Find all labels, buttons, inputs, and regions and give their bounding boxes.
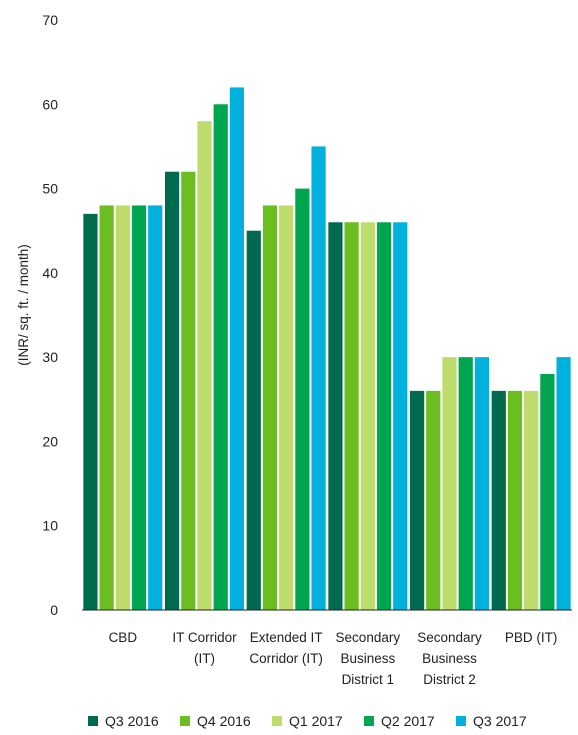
- bar: [99, 205, 114, 610]
- bar: [115, 205, 130, 610]
- y-tick-label: 0: [50, 602, 58, 618]
- legend-swatch: [456, 716, 466, 726]
- x-category-label: Secondary Business District 2: [417, 630, 482, 687]
- bar: [83, 213, 98, 610]
- bar: [311, 146, 326, 610]
- bar: [426, 390, 441, 610]
- bar: [262, 205, 278, 610]
- bar: [524, 390, 539, 610]
- bar: [165, 171, 180, 610]
- x-category-label: Extended IT Corridor (IT): [249, 630, 323, 666]
- y-axis: 0 10 20 30 40 50 60 70: [42, 12, 58, 618]
- bar: [442, 357, 457, 610]
- x-category-label: IT Corridor (IT): [172, 630, 237, 666]
- bars: [83, 87, 571, 611]
- x-axis: CBD IT Corridor (IT) Extended IT Corridor (I…: [109, 630, 558, 687]
- bar: [393, 222, 408, 611]
- y-tick-label: 10: [42, 518, 58, 534]
- bar: [197, 121, 212, 611]
- x-category-label: Secondary Business District 1: [336, 630, 401, 687]
- bar: [540, 374, 555, 610]
- legend-swatch: [272, 716, 282, 726]
- y-tick-label: 40: [42, 265, 58, 281]
- bar: [344, 222, 359, 611]
- bar: [556, 357, 571, 610]
- bar: [328, 222, 343, 611]
- bar: [376, 222, 392, 611]
- legend-label: Q1 2017: [289, 713, 343, 729]
- bar: [295, 188, 310, 611]
- bar: [148, 205, 163, 610]
- bar: [360, 222, 375, 611]
- y-tick-label: 50: [42, 181, 58, 197]
- legend-swatch: [180, 716, 190, 726]
- y-axis-label: (INR/ sq. ft. / month): [16, 244, 31, 366]
- bar: [131, 205, 147, 610]
- bar: [181, 171, 196, 610]
- bar: [213, 104, 228, 611]
- bar: [491, 390, 506, 610]
- bar: [246, 230, 261, 610]
- y-tick-label: 60: [42, 96, 58, 112]
- y-tick-label: 30: [42, 349, 58, 365]
- bar: [507, 390, 523, 610]
- legend-swatch: [364, 716, 374, 726]
- legend-label: Q3 2016: [105, 713, 159, 729]
- x-category-label: CBD: [109, 630, 138, 645]
- legend: Q3 2016 Q4 2016 Q1 2017 Q2 2017 Q3 2017: [88, 713, 527, 729]
- bar: [229, 87, 244, 610]
- y-tick-label: 70: [42, 12, 58, 28]
- x-category-label: PBD (IT): [505, 630, 558, 645]
- bar: [458, 357, 473, 610]
- y-tick-label: 20: [42, 433, 58, 449]
- legend-swatch: [88, 716, 98, 726]
- bar: [279, 205, 294, 610]
- legend-label: Q3 2017: [473, 713, 527, 729]
- bar: [474, 357, 489, 610]
- bar: [410, 390, 425, 610]
- legend-label: Q4 2016: [197, 713, 251, 729]
- legend-label: Q2 2017: [381, 713, 435, 729]
